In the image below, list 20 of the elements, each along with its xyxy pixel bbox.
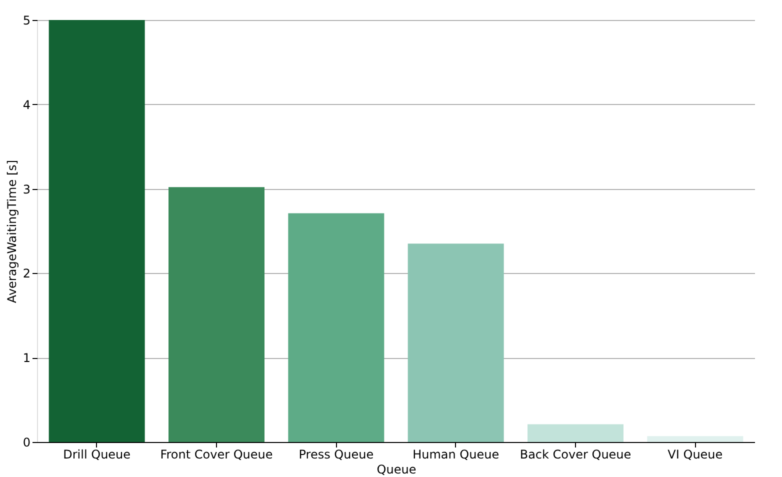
x-tick-label: Drill Queue (63, 448, 131, 462)
x-tick-label: Human Queue (412, 448, 500, 462)
y-tick-label: 4 (22, 98, 30, 112)
y-tick-label: 3 (22, 182, 30, 196)
x-tick-label: Press Queue (298, 448, 374, 462)
bar (528, 424, 624, 442)
bar (48, 20, 145, 442)
y-tick-label: 0 (22, 436, 30, 450)
x-tick-label: VI Queue (668, 448, 723, 462)
bar (408, 244, 504, 442)
y-tick-label: 2 (22, 266, 30, 281)
x-tick-label: Back Cover Queue (520, 448, 632, 462)
bar (168, 187, 264, 442)
bar (288, 213, 384, 442)
x-tick-label: Front Cover Queue (160, 448, 273, 462)
y-tick-label: 5 (22, 14, 30, 28)
y-axis-title: AverageWaitingTime [s] (4, 160, 19, 304)
bar (647, 436, 744, 442)
x-axis-title: Queue (376, 462, 416, 476)
y-tick-label: 1 (22, 351, 30, 366)
